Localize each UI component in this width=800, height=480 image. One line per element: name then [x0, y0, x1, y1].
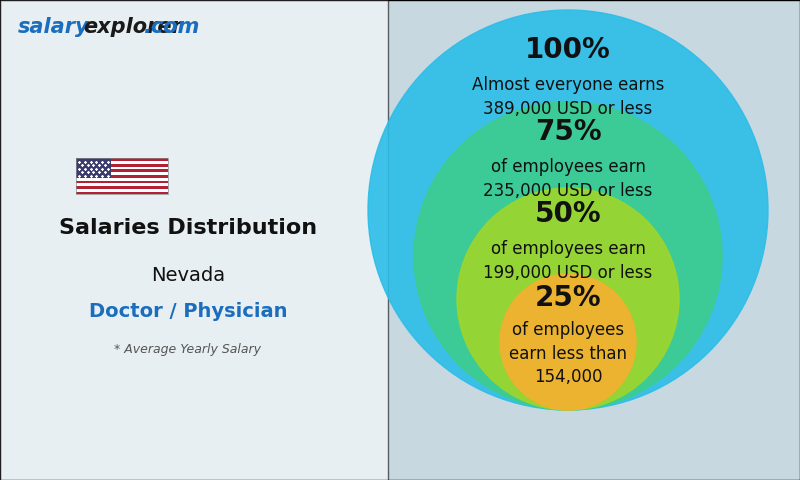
Bar — [76, 186, 168, 189]
Bar — [76, 158, 111, 178]
Bar — [76, 178, 168, 180]
Bar — [76, 189, 168, 192]
Bar — [76, 169, 168, 172]
Text: of employees earn
199,000 USD or less: of employees earn 199,000 USD or less — [483, 240, 653, 282]
Text: Salaries Distribution: Salaries Distribution — [59, 218, 317, 239]
Text: 100%: 100% — [525, 36, 611, 64]
Text: 50%: 50% — [534, 200, 602, 228]
Bar — [76, 175, 168, 178]
Bar — [76, 172, 168, 175]
Circle shape — [457, 188, 679, 410]
Bar — [76, 158, 168, 194]
Circle shape — [500, 274, 636, 410]
Circle shape — [414, 102, 722, 410]
Bar — [76, 161, 168, 164]
Bar — [76, 183, 168, 186]
Text: * Average Yearly Salary: * Average Yearly Salary — [114, 343, 262, 356]
Text: Almost everyone earns
389,000 USD or less: Almost everyone earns 389,000 USD or les… — [472, 76, 664, 118]
Text: .com: .com — [143, 17, 199, 37]
Text: explorer: explorer — [83, 17, 182, 37]
Text: salary: salary — [18, 17, 90, 37]
Bar — [76, 192, 168, 194]
Bar — [76, 164, 168, 167]
Text: 25%: 25% — [534, 284, 602, 312]
Text: of employees
earn less than
154,000: of employees earn less than 154,000 — [509, 321, 627, 386]
Text: of employees earn
235,000 USD or less: of employees earn 235,000 USD or less — [483, 158, 653, 200]
Bar — [76, 167, 168, 169]
Bar — [76, 180, 168, 183]
FancyBboxPatch shape — [0, 0, 388, 480]
Text: Nevada: Nevada — [151, 266, 225, 286]
Bar — [76, 158, 168, 161]
Text: 75%: 75% — [534, 118, 602, 146]
Circle shape — [368, 10, 768, 410]
Text: Doctor / Physician: Doctor / Physician — [89, 302, 287, 322]
